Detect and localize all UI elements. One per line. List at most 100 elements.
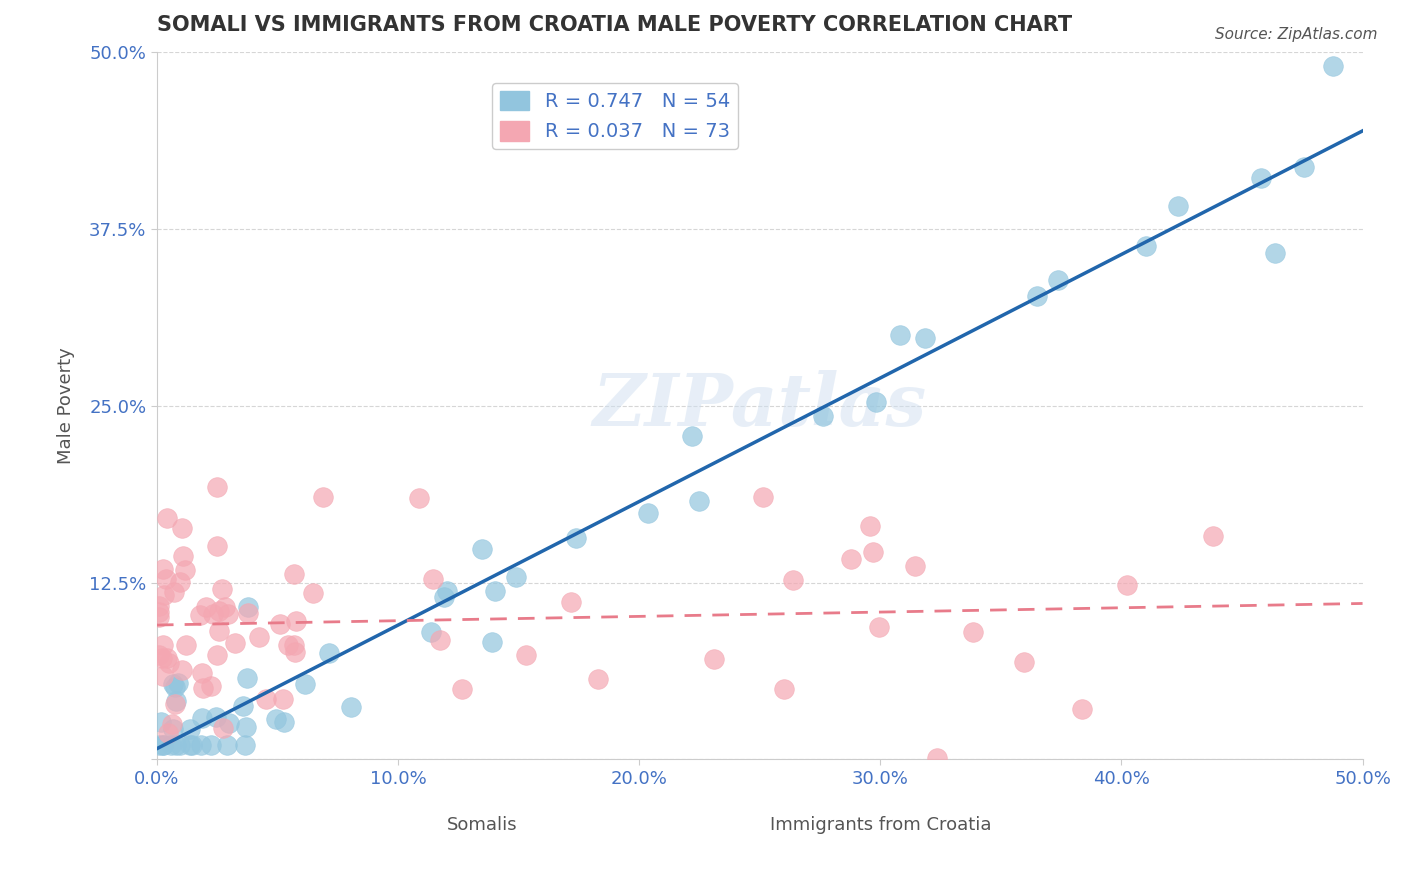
Point — [1167, 199, 1189, 213]
Point — [160, 739, 183, 753]
Point — [264, 712, 287, 726]
Point — [152, 739, 174, 753]
Point — [1264, 246, 1286, 260]
Point — [200, 679, 222, 693]
Point — [224, 636, 246, 650]
Point — [484, 583, 506, 598]
Point — [233, 739, 256, 753]
Point — [217, 607, 239, 621]
Text: Source: ZipAtlas.com: Source: ZipAtlas.com — [1215, 27, 1378, 42]
Point — [150, 651, 173, 665]
Point — [436, 583, 458, 598]
Point — [254, 692, 277, 706]
Point — [163, 697, 186, 711]
Point — [515, 648, 537, 662]
Point — [451, 681, 474, 696]
Point — [191, 711, 214, 725]
Point — [179, 739, 201, 753]
Point — [962, 625, 984, 640]
Point — [283, 638, 305, 652]
Point — [172, 549, 194, 564]
Point — [148, 610, 170, 624]
Point — [148, 648, 170, 663]
Point — [1014, 655, 1036, 669]
Point — [273, 692, 295, 706]
Point — [194, 599, 217, 614]
Point — [277, 638, 299, 652]
Point — [1116, 577, 1139, 591]
Point — [340, 699, 363, 714]
Point — [191, 666, 214, 681]
Point — [1026, 289, 1049, 303]
Text: SOMALI VS IMMIGRANTS FROM CROATIA MALE POVERTY CORRELATION CHART: SOMALI VS IMMIGRANTS FROM CROATIA MALE P… — [157, 15, 1071, 35]
Point — [782, 574, 804, 588]
Point — [1202, 529, 1225, 543]
Point — [170, 664, 193, 678]
Point — [204, 710, 226, 724]
Y-axis label: Male Poverty: Male Poverty — [58, 347, 75, 464]
Point — [586, 672, 609, 686]
Text: Somalis: Somalis — [447, 816, 517, 834]
Point — [283, 567, 305, 582]
Point — [156, 511, 179, 525]
Point — [215, 739, 238, 753]
Point — [180, 739, 202, 753]
Point — [1046, 272, 1069, 286]
Point — [865, 394, 887, 409]
Point — [176, 638, 198, 652]
Point — [208, 624, 231, 639]
Point — [235, 720, 257, 734]
Point — [165, 694, 187, 708]
Point — [811, 409, 834, 423]
Point — [408, 491, 430, 505]
Point — [157, 725, 180, 739]
Point — [152, 739, 174, 753]
Point — [318, 646, 340, 660]
Point — [433, 590, 456, 604]
Point — [207, 480, 229, 494]
Point — [889, 328, 911, 343]
Point — [301, 586, 323, 600]
Point — [1294, 161, 1316, 175]
Point — [859, 518, 882, 533]
Point — [481, 635, 503, 649]
Point — [156, 651, 179, 665]
Point — [179, 722, 201, 736]
Point — [148, 739, 170, 753]
Point — [1322, 59, 1344, 73]
Text: ZIPatlas: ZIPatlas — [593, 370, 927, 442]
Point — [167, 675, 190, 690]
Point — [214, 600, 236, 615]
Point — [211, 582, 233, 597]
Point — [773, 682, 796, 697]
Point — [862, 545, 884, 559]
Point — [505, 570, 527, 584]
Text: Immigrants from Croatia: Immigrants from Croatia — [769, 816, 991, 834]
Point — [152, 669, 174, 683]
Point — [169, 739, 191, 753]
Point — [173, 563, 195, 577]
Point — [914, 331, 936, 345]
Point — [269, 617, 291, 632]
Point — [273, 715, 295, 730]
Point — [284, 615, 307, 629]
Point — [157, 656, 180, 670]
Point — [868, 619, 890, 633]
Point — [188, 608, 211, 623]
Point — [211, 722, 233, 736]
Point — [232, 699, 254, 714]
Point — [202, 607, 225, 622]
Point — [904, 558, 927, 573]
Point — [150, 715, 173, 730]
Point — [1071, 702, 1094, 716]
Point — [703, 652, 725, 666]
Point — [422, 572, 444, 586]
Point — [294, 677, 316, 691]
Point — [1135, 239, 1157, 253]
Point — [752, 490, 775, 504]
Point — [162, 677, 184, 691]
Point — [148, 605, 170, 619]
Point — [218, 715, 240, 730]
Point — [839, 552, 862, 566]
Point — [420, 625, 443, 640]
